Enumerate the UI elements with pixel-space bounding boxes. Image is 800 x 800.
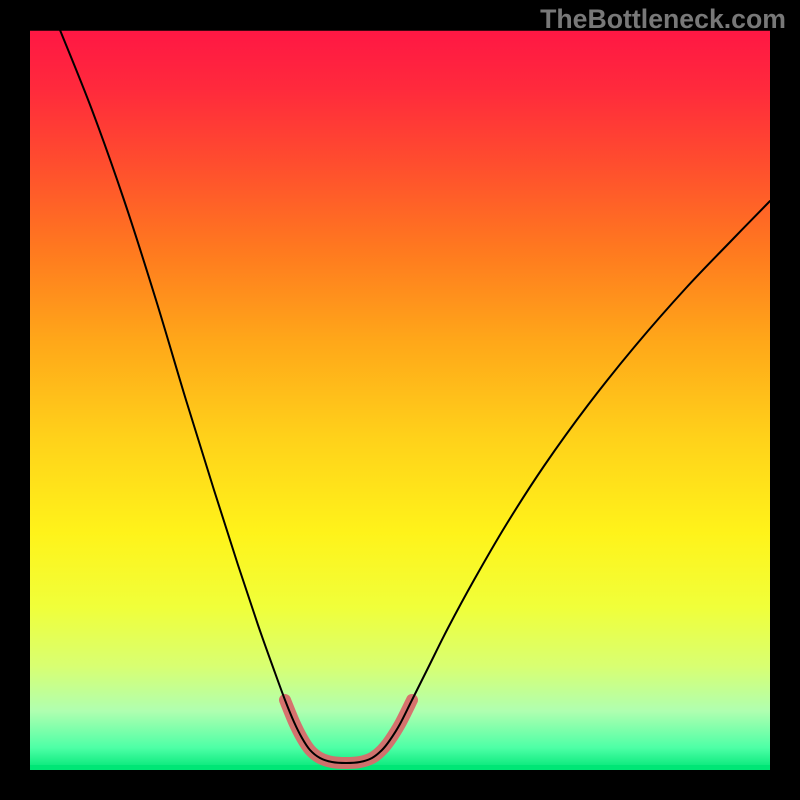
chart-stage: TheBottleneck.com xyxy=(0,0,800,800)
bottom-band xyxy=(30,765,770,770)
bottleneck-chart xyxy=(0,0,800,800)
plot-gradient xyxy=(30,30,770,770)
